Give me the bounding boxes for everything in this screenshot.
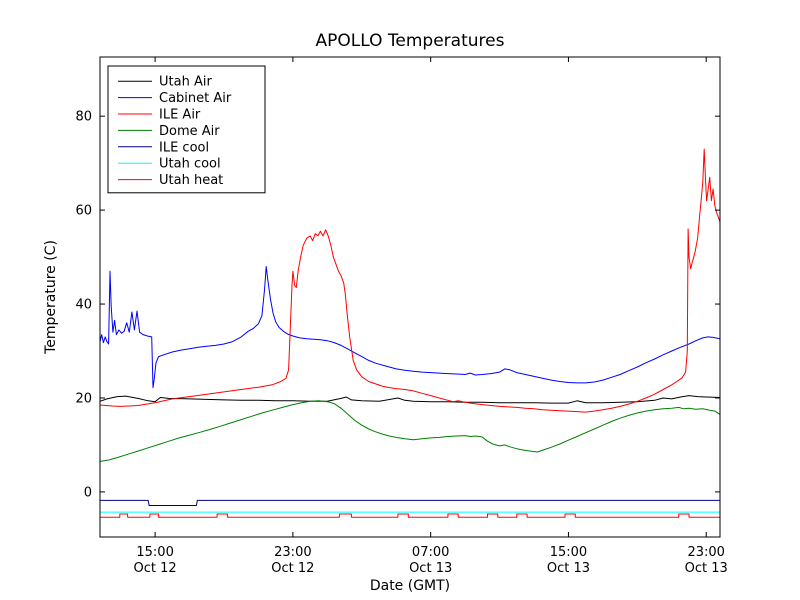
x-axis-label: Date (GMT) bbox=[370, 578, 450, 594]
x-tick-label-time: 07:00 bbox=[412, 545, 449, 560]
series-line-utah-heat bbox=[100, 513, 720, 518]
y-tick-label: 80 bbox=[75, 110, 92, 125]
x-tick-label-time: 15:00 bbox=[550, 545, 587, 560]
x-tick-label-date: Oct 12 bbox=[271, 561, 314, 576]
series-line-ile-cool bbox=[100, 499, 720, 506]
legend-label-ile-air: ILE Air bbox=[159, 108, 201, 123]
x-tick-label-time: 15:00 bbox=[136, 545, 173, 560]
legend-label-utah-cool: Utah cool bbox=[159, 157, 221, 172]
series-line-utah-air bbox=[100, 395, 720, 404]
x-tick-label-time: 23:00 bbox=[274, 545, 311, 560]
x-tick-label-date: Oct 13 bbox=[685, 561, 728, 576]
y-tick-label: 0 bbox=[84, 485, 92, 500]
y-tick-label: 40 bbox=[75, 298, 92, 313]
legend-label-ile-cool: ILE cool bbox=[159, 140, 209, 155]
series-line-ile-air bbox=[100, 148, 720, 413]
legend-label-utah-air: Utah Air bbox=[159, 75, 212, 90]
plot-frame bbox=[99, 56, 721, 538]
x-tick-label-date: Oct 13 bbox=[547, 561, 590, 576]
y-tick-label: 20 bbox=[75, 391, 92, 406]
series-line-dome-air bbox=[100, 400, 720, 462]
series-line-cabinet-air bbox=[100, 266, 720, 389]
x-tick-label-date: Oct 13 bbox=[409, 561, 452, 576]
x-tick-label-date: Oct 12 bbox=[134, 561, 177, 576]
legend-label-utah-heat: Utah heat bbox=[159, 173, 223, 188]
legend-box bbox=[107, 65, 266, 194]
chart-title: APOLLO Temperatures bbox=[316, 31, 505, 51]
y-axis-label: Temperature (C) bbox=[43, 240, 59, 355]
legend-label-cabinet-air: Cabinet Air bbox=[159, 91, 232, 106]
x-tick-label-time: 23:00 bbox=[687, 545, 724, 560]
legend-label-dome-air: Dome Air bbox=[159, 124, 220, 139]
series-lines bbox=[100, 148, 720, 518]
y-tick-label: 60 bbox=[75, 204, 92, 219]
